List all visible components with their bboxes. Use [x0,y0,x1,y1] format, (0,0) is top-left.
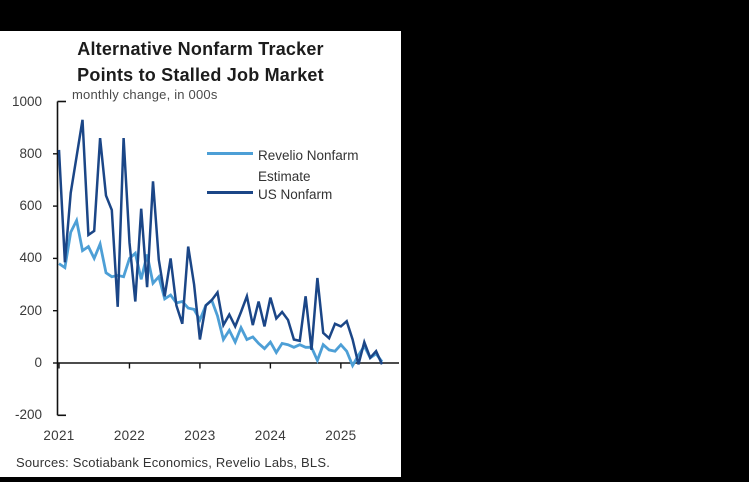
legend-label-revelio-line2: Estimate [258,169,311,184]
y-tick-label-800: 800 [19,145,42,161]
legend-label-us-nonfarm: US Nonfarm [258,187,333,202]
y-tick-label-1000: 1000 [11,93,42,109]
y-tick-label-200: 200 [19,302,42,318]
chart-title: Alternative Nonfarm Tracker Points to St… [0,36,401,88]
chart-title-line1: Alternative Nonfarm Tracker [77,39,324,59]
chart-subtitle: monthly change, in 000s [72,87,218,102]
chart-title-line2: Points to Stalled Job Market [77,65,324,85]
legend-line-swatch-us-nonfarm [207,191,253,194]
y-tick-label-600: 600 [19,198,42,214]
x-tick-label-2021: 2021 [43,428,75,443]
x-tick-label-2023: 2023 [184,428,216,443]
series-line-revelio-nonfarm-estimate [58,216,384,369]
legend-entry-revelio: Revelio Nonfarm Estimate [207,145,359,187]
y-tick-label-0: 0 [34,355,42,370]
chart-panel: Alternative Nonfarm Tracker Points to St… [0,31,401,477]
legend-label-revelio-line1: Revelio Nonfarm [258,148,359,163]
x-tick-label-2025: 2025 [325,428,357,443]
series-line-us-nonfarm [57,119,384,365]
source-note: Sources: Scotiabank Economics, Revelio L… [16,455,331,470]
line-chart [53,100,399,417]
legend-entry-us-nonfarm: US Nonfarm [207,184,332,205]
y-tick-label-400: 400 [19,250,42,266]
legend-line-swatch-revelio [207,152,253,155]
x-tick-label-2024: 2024 [254,428,286,443]
x-tick-label-2022: 2022 [113,428,146,443]
y-tick-label--200: -200 [14,407,42,423]
